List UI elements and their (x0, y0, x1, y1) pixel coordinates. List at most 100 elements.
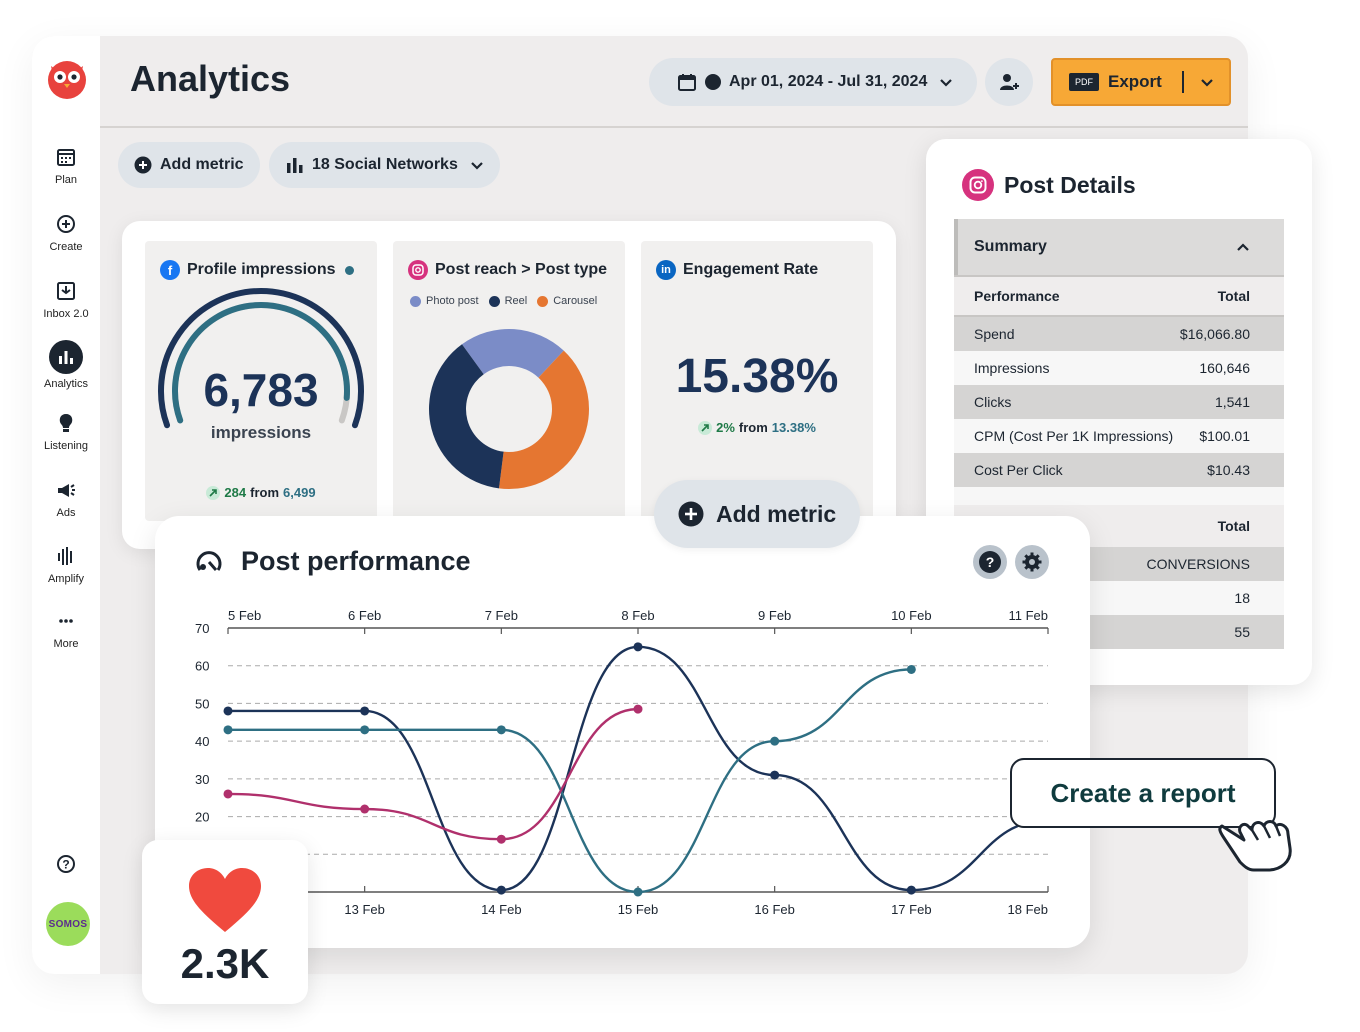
pointer-hand-icon (1218, 820, 1292, 872)
header-divider (100, 126, 1248, 128)
hootsuite-owl-logo[interactable] (45, 56, 89, 100)
table-row: CPM (Cost Per 1K Impressions) $100.01 (954, 419, 1284, 453)
lightbulb-icon (59, 414, 73, 432)
x-tick-label-bottom: 16 Feb (754, 902, 794, 917)
x-tick-label-bottom: 15 Feb (618, 902, 658, 917)
from-value: 13.38% (771, 420, 816, 435)
delta-value: 284 (224, 485, 247, 500)
performance-title-text: Post performance (241, 546, 471, 576)
post-reach-card[interactable]: Post reach > Post type Photo post Reel C… (393, 241, 625, 521)
details-title-text: Post Details (1004, 171, 1136, 198)
table-row: Spend $16,066.80 (954, 317, 1284, 351)
post-performance-panel: 70 60 50 40 30 20 5 Feb 6 Feb 7 Feb 8 Feb 9 Feb 10 … (155, 516, 1090, 948)
trend-up-icon (698, 420, 713, 435)
avatar[interactable]: SOMOS (46, 902, 90, 946)
facebook-icon: f (160, 260, 180, 280)
sidebar-item-plan[interactable]: Plan (32, 146, 100, 186)
summary-accordion[interactable]: Summary (954, 219, 1284, 275)
help-icon: ? (979, 551, 1001, 573)
date-range-picker[interactable]: Apr 01, 2024 - Jul 31, 2024 (649, 58, 977, 106)
from-value: 6,499 (283, 485, 316, 500)
delta-value: 2% (716, 420, 735, 435)
series-point-1 (223, 725, 233, 735)
from-word: from (250, 485, 280, 500)
series-point-0 (633, 642, 643, 652)
series-line-1 (228, 668, 912, 894)
plus-circle-icon (678, 501, 704, 527)
sidebar-item-ads[interactable]: Ads (32, 479, 100, 519)
plus-circle-icon (57, 215, 75, 233)
series-point-1 (360, 725, 370, 735)
add-metric-floating-button[interactable]: Add metric (654, 480, 860, 548)
table-row: Cost Per Click $10.43 (954, 453, 1284, 487)
sidebar-label: Listening (43, 440, 89, 452)
sidebar-item-create[interactable]: Create (32, 213, 100, 253)
sidebar-label: More (53, 638, 79, 650)
performance-line-chart: 70 60 50 40 30 20 5 Feb 6 Feb 7 Feb 8 Feb 9 Feb 10 … (195, 608, 1053, 917)
table-spacer (954, 487, 1284, 505)
reach-title: Post reach > Post type (435, 261, 608, 278)
table-row: Clicks 1,541 (954, 385, 1284, 419)
y-tick-label: 70 (195, 621, 209, 636)
header-performance: Performance (974, 288, 1060, 304)
table-row: Impressions 160,646 (954, 351, 1284, 385)
series-point-0 (496, 885, 506, 895)
x-tick-label-top: 7 Feb (485, 608, 518, 623)
table-header: Performance Total (954, 275, 1284, 317)
engagement-rate-card[interactable]: in Engagement Rate 15.38% 2% from 13.38% (641, 241, 873, 521)
date-range-label: Apr 01, 2024 - Jul 31, 2024 (729, 73, 928, 90)
bar-chart-icon (287, 158, 303, 173)
donut-slice-reel (429, 344, 504, 489)
y-tick-label: 60 (195, 659, 209, 674)
bar-chart-icon (59, 351, 73, 364)
x-tick-label-bottom: 17 Feb (891, 902, 931, 917)
engagement-title: Engagement Rate (683, 261, 819, 278)
more-icon (59, 619, 73, 623)
sidebar-item-analytics[interactable]: Analytics (32, 340, 100, 390)
settings-button[interactable] (1015, 545, 1049, 579)
page-title: Analytics (130, 58, 291, 99)
calendar-icon (678, 74, 696, 91)
megaphone-icon (58, 484, 75, 497)
inbox-icon (57, 282, 75, 300)
series-line-0 (227, 645, 1049, 892)
chevron-up-icon (1237, 243, 1249, 251)
series-point-1 (770, 736, 780, 746)
sidebar-item-amplify[interactable]: Amplify (32, 545, 100, 585)
social-networks-dropdown[interactable]: 18 Social Networks (269, 142, 500, 188)
series-point-0 (223, 706, 233, 716)
status-dot (705, 74, 721, 90)
series-point-1 (633, 887, 643, 897)
series-point-0 (906, 885, 916, 895)
sidebar-item-listening[interactable]: Listening (32, 412, 100, 452)
add-metric-button[interactable]: Add metric (118, 142, 260, 188)
sidebar-item-inbox[interactable]: Inbox 2.0 (32, 280, 100, 320)
calendar-icon (57, 149, 75, 166)
impressions-unit: impressions (210, 423, 312, 442)
sidebar-item-more[interactable]: More (32, 610, 100, 650)
x-tick-label-bottom: 18 Feb (1008, 902, 1048, 917)
series-point-1 (906, 664, 916, 674)
export-divider (1181, 71, 1184, 93)
export-button[interactable]: PDF Export (1051, 58, 1231, 106)
x-tick-label-bottom: 14 Feb (481, 902, 521, 917)
create-report-label: Create a report (1050, 777, 1236, 808)
likes-card: 2.3K (142, 840, 308, 1004)
sidebar-label: Ads (56, 507, 76, 519)
sidebar-label: Amplify (47, 573, 85, 585)
add-user-button[interactable] (985, 58, 1033, 106)
legend-item-carousel: Carousel (537, 295, 597, 307)
instagram-icon (962, 169, 994, 201)
series-point-1 (496, 725, 506, 735)
series-line-2 (227, 707, 639, 841)
reach-donut-chart (429, 329, 589, 489)
donut-slice-photo-post (461, 329, 564, 378)
profile-impressions-card[interactable]: f Profile impressions 6,783 impressions … (145, 241, 377, 521)
help-button[interactable]: ? (973, 545, 1007, 579)
help-icon[interactable]: ? (56, 854, 76, 874)
series-point-2 (633, 704, 643, 714)
create-report-button[interactable]: Create a report (1010, 758, 1276, 828)
chevron-down-icon[interactable] (1200, 75, 1214, 89)
export-label: Export (1108, 72, 1162, 91)
trend-up-icon (206, 485, 221, 500)
